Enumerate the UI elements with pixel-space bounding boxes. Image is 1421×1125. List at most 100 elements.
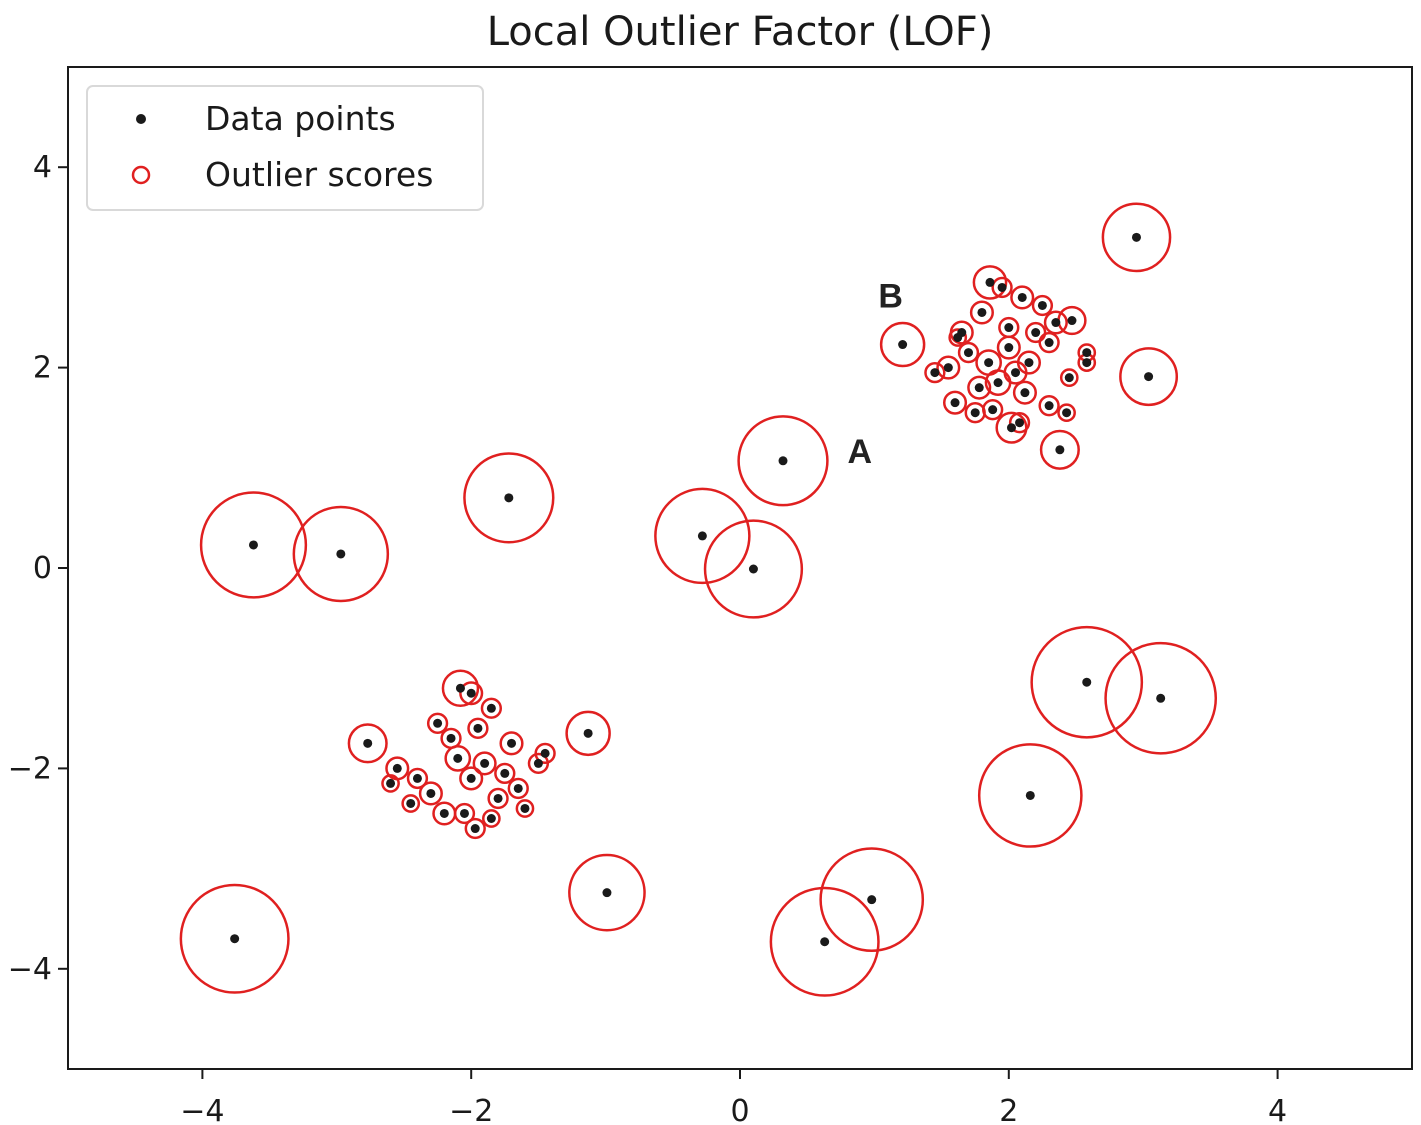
data-point [1006,423,1016,433]
data-point [1131,232,1141,242]
data-point [950,398,960,408]
outlier-score-ring [967,375,992,400]
data-point [439,808,449,818]
outlier-score-ring [494,762,516,785]
data-point [697,531,707,541]
data-point [583,728,593,738]
legend-label-data-points: Data points [205,99,396,138]
outlier-score-ring [972,265,1008,300]
data-point [336,549,346,559]
data-point [1011,368,1021,378]
data-point [1017,292,1027,302]
x-tick-label: 4 [1268,1094,1287,1125]
data-point [1051,318,1061,328]
outlier-score-ring [819,847,925,953]
data-point [1020,388,1030,398]
data-point [493,793,503,803]
outlier-score-ring [982,399,1004,421]
legend: Data points Outlier scores [86,85,484,211]
chart-title: Local Outlier Factor (LOF) [487,9,994,55]
outlier-score-ring [936,355,961,380]
outlier-score-ring [1008,412,1031,434]
data-point [470,824,480,834]
y-axis-ticks: −4 −2 0 2 4 [8,150,68,987]
outlier-score-ring [1010,285,1035,310]
data-point [1044,338,1054,348]
data-point [392,763,402,773]
plot-area [179,202,1218,997]
outlier-score-ring [924,361,946,384]
outlier-score-ring [499,731,524,756]
outlier-score-ring [459,681,484,706]
data-point [466,773,476,783]
data-point [446,733,456,743]
data-point [433,718,443,728]
data-point [533,758,543,768]
outlier-score-ring [1003,360,1028,385]
data-point [426,788,436,798]
data-point [1025,790,1035,800]
legend-box [86,85,484,211]
data-point [1044,401,1054,411]
data-point [486,703,496,713]
outlier-score-ring [426,712,449,734]
x-tick-label: −4 [180,1094,224,1125]
data-point [473,723,483,733]
data-point [248,540,258,550]
data-point [504,493,514,503]
data-point [540,748,550,758]
outlier-score-ring [381,774,400,793]
data-point [406,798,416,808]
data-point [993,378,1003,388]
outlier-score-ring [1119,347,1179,407]
outlier-score-ring [879,321,926,368]
outlier-score-ring [453,802,476,825]
outlier-score-ring [515,799,535,818]
data-point [459,808,469,818]
outlier-score-ring [1031,294,1054,317]
outlier-score-ring [969,300,994,325]
outlier-score-ring [977,743,1083,848]
y-tick-label: −2 [8,751,52,786]
outlier-score-ring [463,452,555,544]
data-point [455,683,465,693]
outlier-score-ring [441,669,480,707]
data-point-markers [230,232,1166,947]
annotation-b: B [878,277,903,315]
data-point [974,383,984,393]
chart-annotations: AB [848,277,903,470]
outlier-score-rings [179,202,1218,997]
outlier-score-ring [1043,310,1068,335]
x-tick-label: 0 [730,1094,749,1125]
y-tick-label: 0 [33,551,52,586]
data-point [1004,343,1014,353]
x-axis-ticks: −4 −2 0 2 4 [180,1069,1287,1125]
outlier-score-ring [1025,321,1047,344]
data-point [867,895,877,905]
data-point [778,456,788,466]
data-point [453,753,463,763]
outlier-score-ring [1104,641,1218,755]
outlier-score-ring [480,697,503,719]
outlier-score-ring [948,328,968,347]
data-point [1015,418,1025,428]
data-point [898,340,908,350]
data-point [363,738,373,748]
data-point [985,277,995,287]
data-point [1082,677,1092,687]
y-tick-label: 4 [33,150,52,185]
outlier-score-ring [942,390,968,415]
outlier-score-ring [769,886,880,997]
outlier-score-ring [737,415,829,507]
data-point [1031,328,1041,338]
outlier-score-ring [1059,368,1079,387]
data-point [748,564,758,574]
data-point [486,814,496,823]
legend-ring-icon [131,165,151,185]
legend-label-outlier-scores: Outlier scores [205,155,433,194]
outlier-score-ring [482,809,501,828]
legend-dot-icon [136,114,146,124]
data-point [513,783,523,793]
outlier-score-ring [401,794,421,813]
data-point [1144,372,1154,382]
